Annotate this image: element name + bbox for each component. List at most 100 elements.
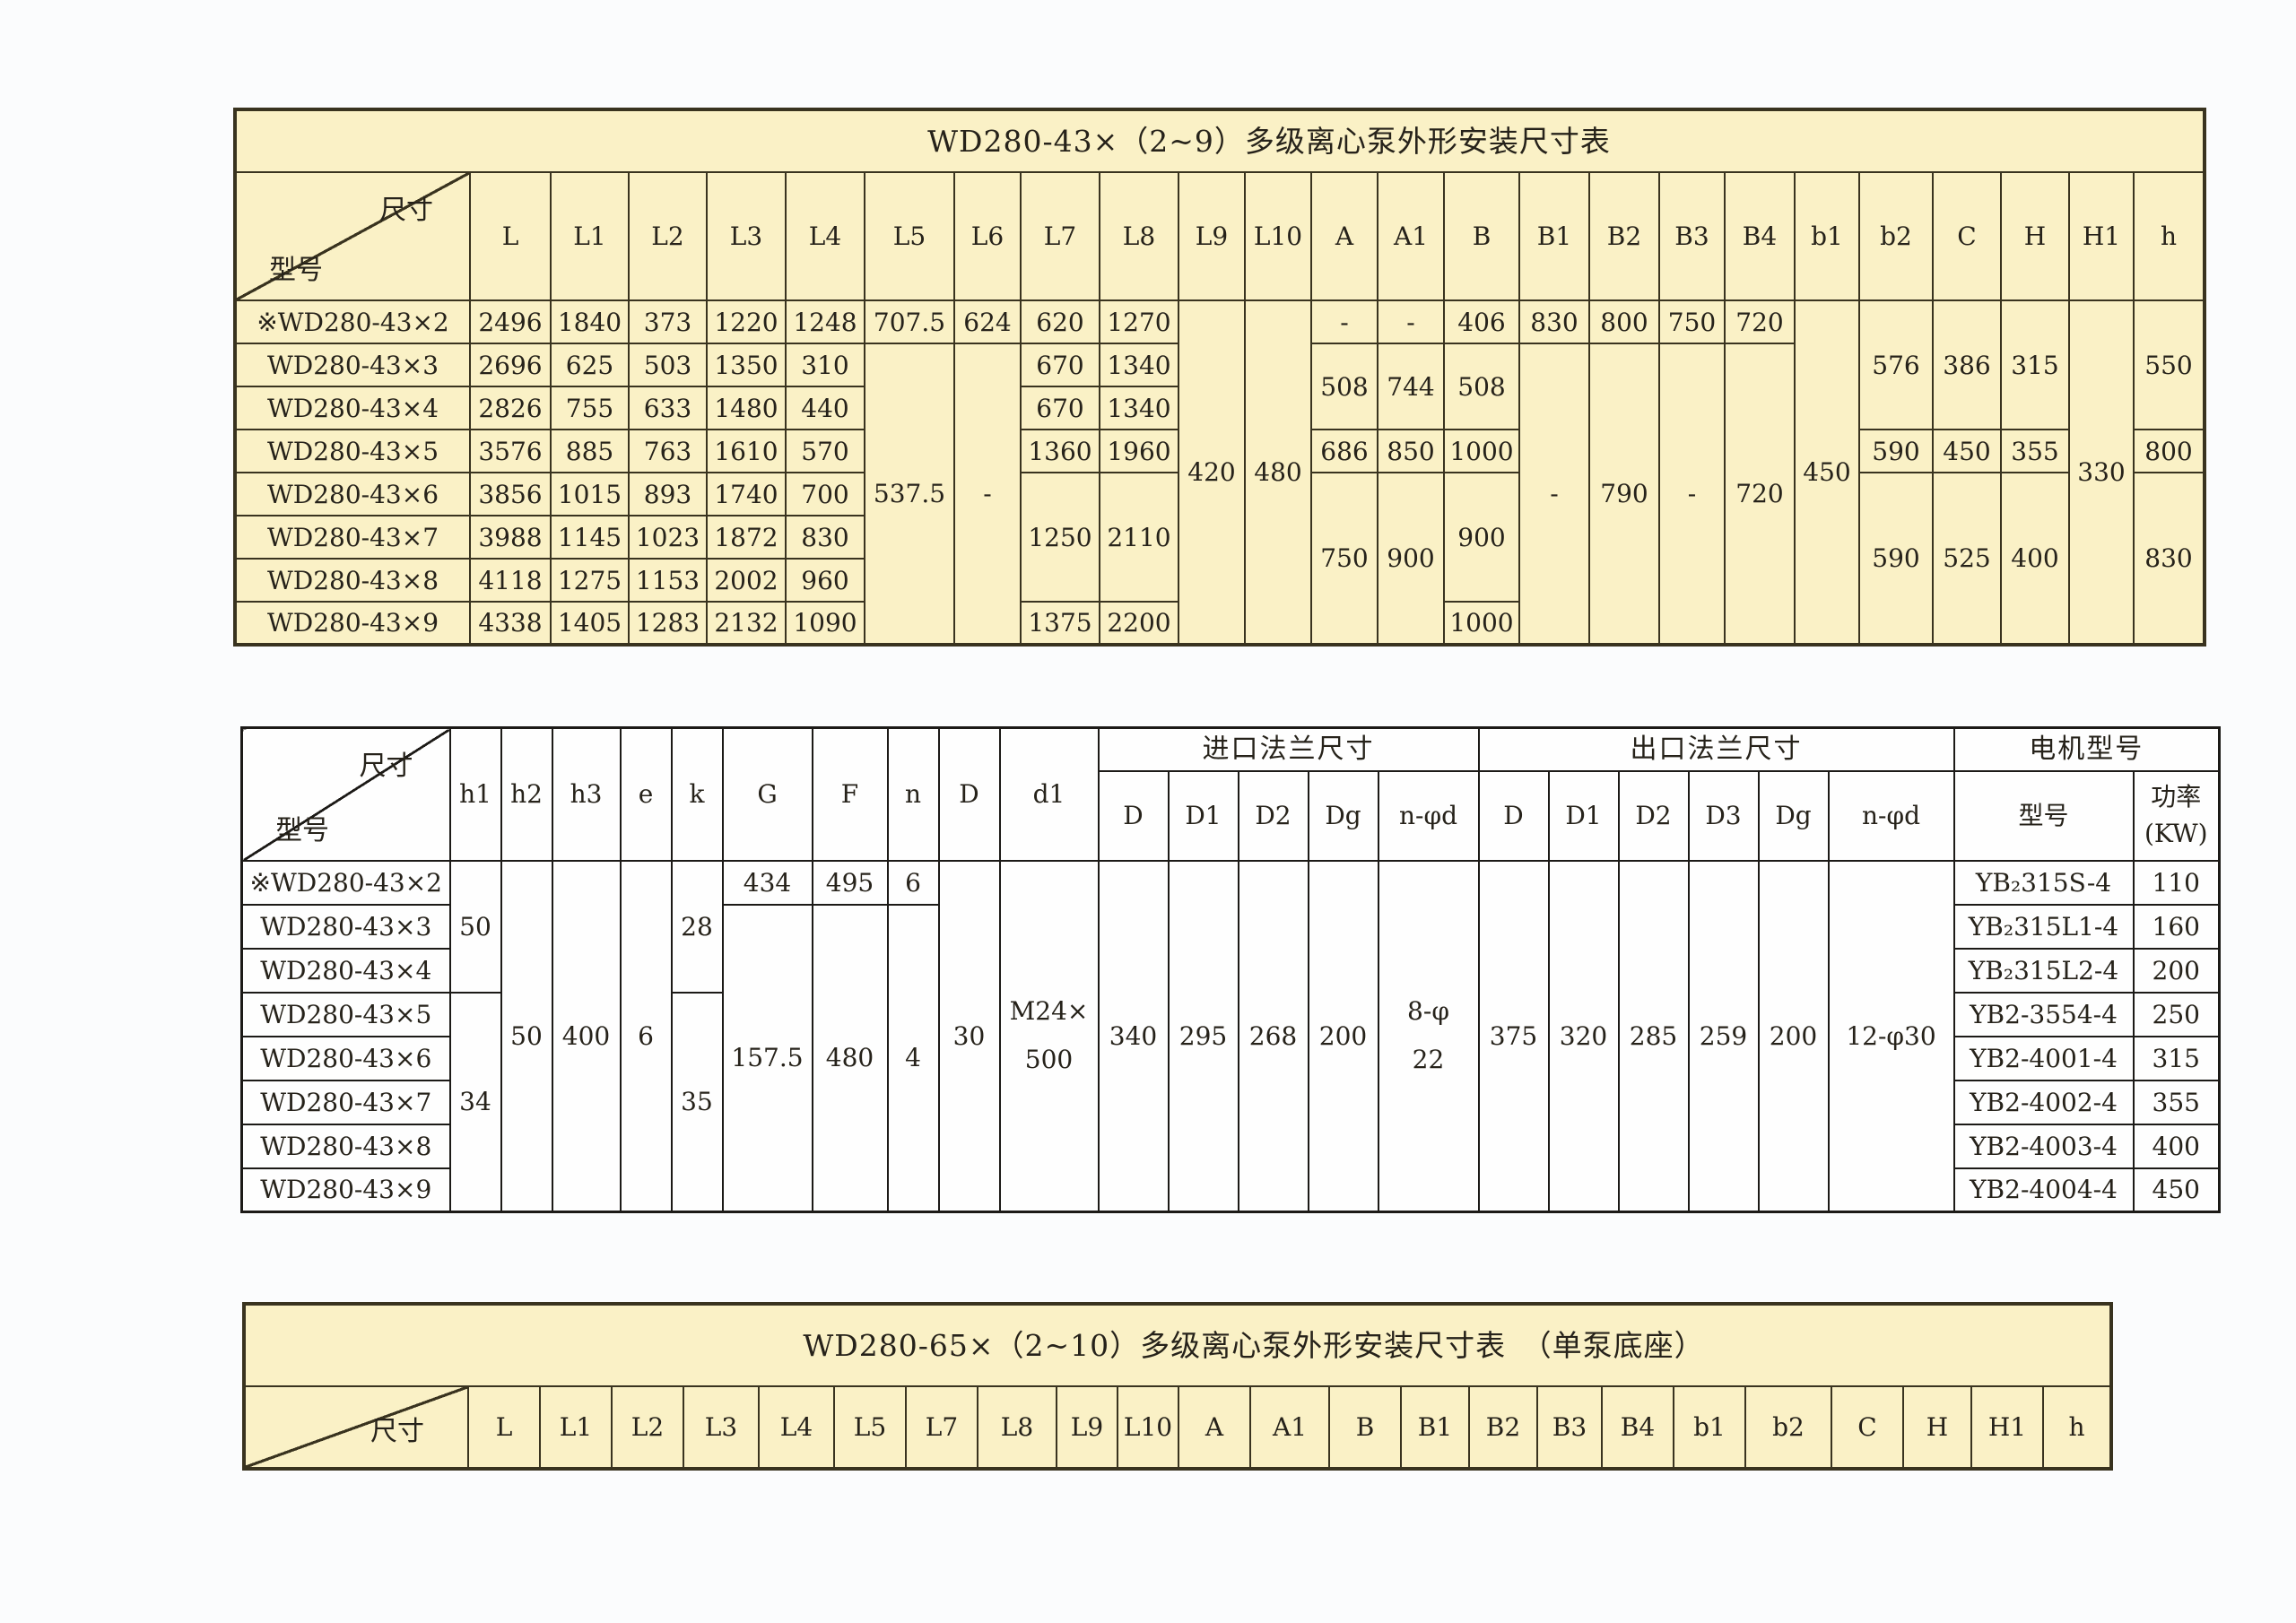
- data-cell: 750: [1310, 472, 1378, 646]
- col-header: L: [467, 1385, 541, 1470]
- data-cell: 570: [785, 429, 865, 473]
- col-header: H1: [1970, 1385, 2044, 1470]
- col-header: H1: [2068, 171, 2135, 301]
- data-cell: 250: [2132, 991, 2221, 1037]
- data-cell: 755: [550, 386, 630, 430]
- corner-header: 尺寸: [243, 1385, 469, 1470]
- data-cell: 686: [1310, 429, 1378, 473]
- col-header: L1: [539, 1385, 613, 1470]
- data-cell: 30: [937, 859, 1001, 1213]
- data-cell: YB₂315L1-4: [1952, 903, 2135, 950]
- data-cell: 355: [2000, 429, 2070, 473]
- col-header: L9: [1056, 1385, 1118, 1470]
- col-header: B3: [1536, 1385, 1603, 1470]
- data-cell: 590: [1858, 429, 1934, 473]
- col-header: L6: [953, 171, 1022, 301]
- row-model: ※WD280-43×2: [234, 299, 471, 344]
- col-header: d1: [998, 726, 1100, 862]
- data-cell: M24× 500: [998, 859, 1100, 1213]
- outlet-flange-group-header: 出口法兰尺寸: [1477, 726, 1955, 772]
- col-header: H: [1902, 1385, 1972, 1470]
- corner-header: 尺寸 型号: [240, 726, 451, 862]
- corner-label-dimension: 尺寸: [379, 195, 433, 226]
- col-header: L4: [758, 1385, 835, 1470]
- data-cell: 434: [721, 859, 813, 906]
- data-cell: 750: [1658, 299, 1726, 344]
- data-cell: 590: [1858, 472, 1934, 646]
- col-header: Dg: [1307, 769, 1379, 862]
- col-header: b2: [1744, 1385, 1832, 1470]
- data-cell: 160: [2132, 903, 2221, 950]
- data-cell: 495: [811, 859, 889, 906]
- data-cell: 960: [785, 558, 865, 603]
- data-cell: 744: [1377, 343, 1445, 430]
- data-cell: -: [1518, 343, 1590, 646]
- data-cell: 157.5: [721, 903, 813, 1213]
- data-cell: 625: [550, 343, 630, 387]
- data-cell: 440: [785, 386, 865, 430]
- col-header: G: [721, 726, 813, 862]
- data-cell: 110: [2132, 859, 2221, 906]
- col-header: L9: [1178, 171, 1246, 301]
- data-cell: 830: [1518, 299, 1590, 344]
- col-header: B: [1328, 1385, 1402, 1470]
- col-header: H: [2000, 171, 2070, 301]
- row-model: WD280-43×8: [234, 558, 471, 603]
- data-cell: -: [1658, 343, 1726, 646]
- data-cell: 800: [1588, 299, 1660, 344]
- data-cell: 1248: [785, 299, 865, 344]
- data-cell: 1340: [1099, 386, 1179, 430]
- col-header: h3: [551, 726, 622, 862]
- data-cell: 1340: [1099, 343, 1179, 387]
- data-cell: 2132: [706, 601, 787, 646]
- data-cell: 1250: [1020, 472, 1100, 603]
- data-cell: 508: [1310, 343, 1378, 430]
- data-cell: 1405: [550, 601, 630, 646]
- row-model: WD280-43×6: [234, 472, 471, 516]
- col-header: L8: [977, 1385, 1057, 1470]
- col-header: L2: [628, 171, 708, 301]
- data-cell: -: [953, 343, 1022, 646]
- data-cell: 1872: [706, 515, 787, 560]
- data-cell: 310: [785, 343, 865, 387]
- table1-title: WD280-43×（2~9）多级离心泵外形安装尺寸表: [234, 108, 2205, 173]
- data-cell: 1740: [706, 472, 787, 516]
- data-cell: 3988: [469, 515, 552, 560]
- row-model: WD280-43×7: [240, 1079, 451, 1125]
- col-header: B4: [1601, 1385, 1674, 1470]
- data-cell: 1480: [706, 386, 787, 430]
- data-cell: 1090: [785, 601, 865, 646]
- data-cell: 537.5: [864, 343, 955, 646]
- col-header: L3: [683, 1385, 760, 1470]
- data-cell: 8-φ 22: [1377, 859, 1480, 1213]
- col-header: h2: [500, 726, 553, 862]
- data-cell: 3576: [469, 429, 552, 473]
- data-cell: 1220: [706, 299, 787, 344]
- data-cell: 2496: [469, 299, 552, 344]
- data-cell: 400: [551, 859, 622, 1213]
- data-cell: 1153: [628, 558, 708, 603]
- corner-label-dimension: 尺寸: [359, 751, 413, 782]
- data-cell: 35: [670, 991, 724, 1213]
- col-header: C: [1932, 171, 2002, 301]
- data-cell: 373: [628, 299, 708, 344]
- row-model: WD280-43×5: [240, 991, 451, 1037]
- data-cell: 1350: [706, 343, 787, 387]
- col-header: D1: [1547, 769, 1620, 862]
- data-cell: 28: [670, 859, 724, 994]
- data-cell: 885: [550, 429, 630, 473]
- data-cell: 6: [619, 859, 673, 1213]
- col-header: L7: [1020, 171, 1100, 301]
- col-header: B3: [1658, 171, 1726, 301]
- data-cell: 386: [1932, 299, 2002, 430]
- col-header: D: [937, 726, 1001, 862]
- row-model: ※WD280-43×2: [240, 859, 451, 906]
- col-header: L3: [706, 171, 787, 301]
- data-cell: YB₂315L2-4: [1952, 947, 2135, 994]
- data-cell: 268: [1237, 859, 1309, 1213]
- col-header: B2: [1588, 171, 1660, 301]
- col-header: D3: [1687, 769, 1760, 862]
- data-cell: 1610: [706, 429, 787, 473]
- data-cell: YB2-4001-4: [1952, 1035, 2135, 1081]
